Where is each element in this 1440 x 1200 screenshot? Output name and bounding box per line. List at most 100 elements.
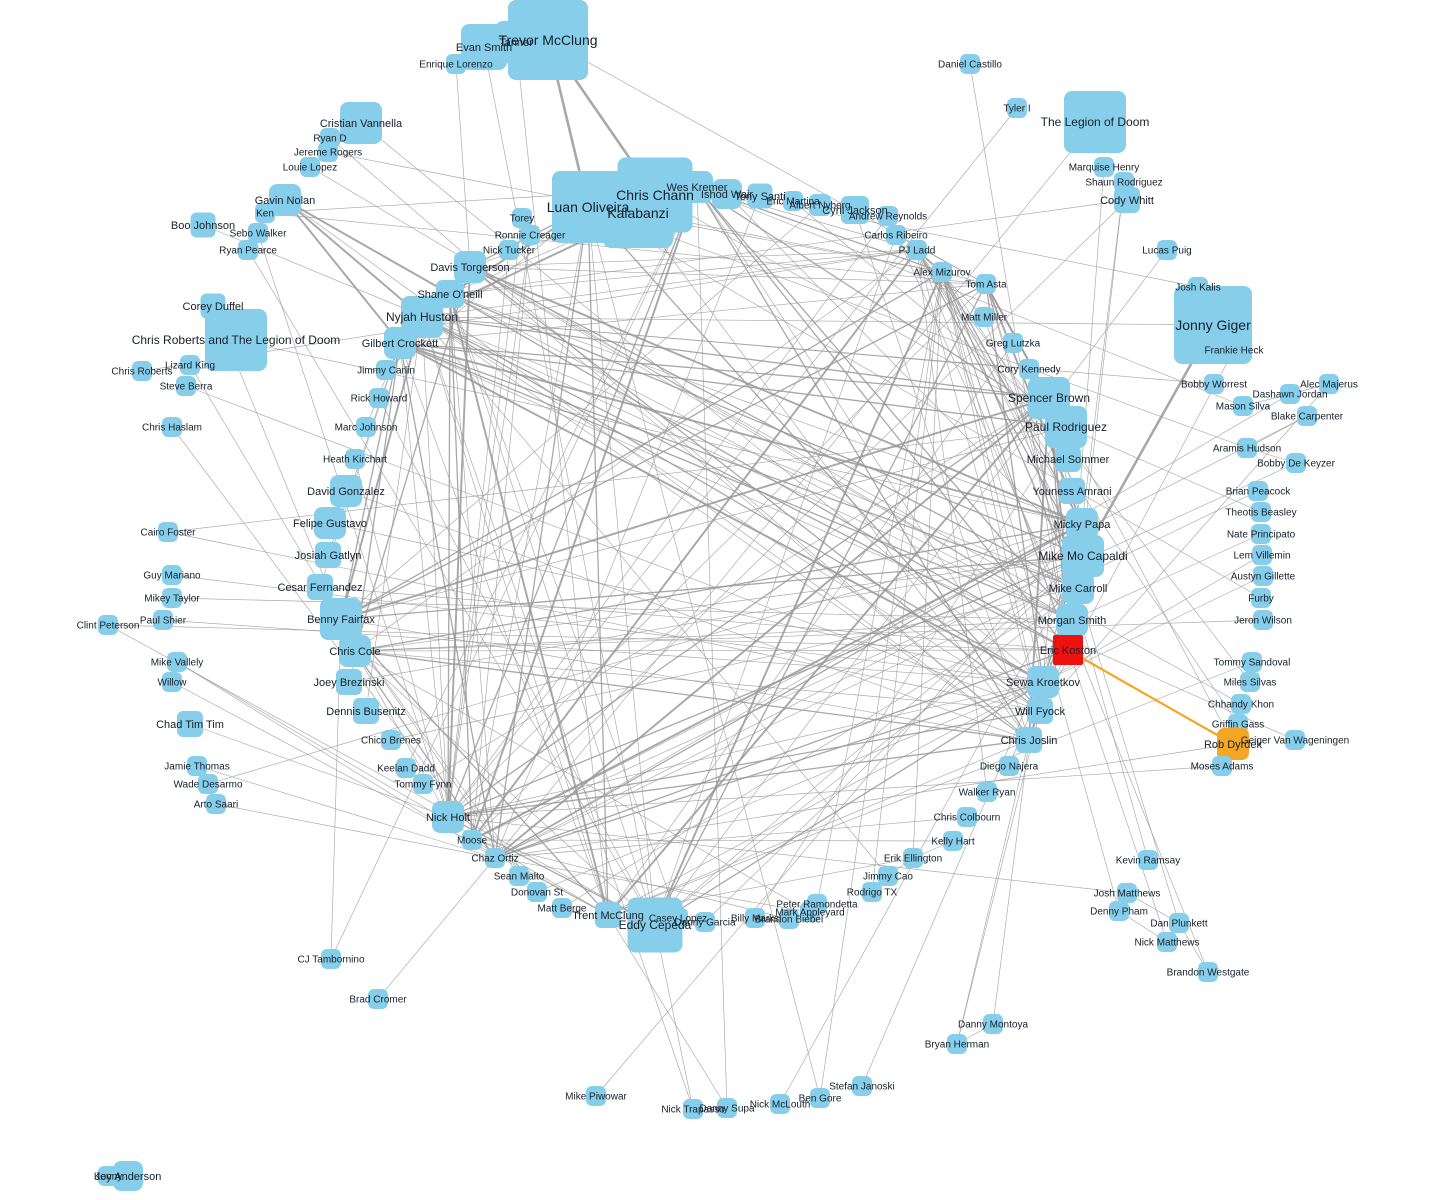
svg-text:Rick Howard: Rick Howard [351, 394, 408, 405]
svg-text:Chico Brenes: Chico Brenes [361, 736, 421, 747]
svg-text:Joy Anderson: Joy Anderson [95, 1171, 162, 1183]
svg-text:Jonny Giger: Jonny Giger [1175, 317, 1251, 333]
svg-text:Alex Mizurov: Alex Mizurov [913, 268, 970, 279]
svg-text:Shane O'neill: Shane O'neill [417, 289, 482, 301]
svg-text:Walker Ryan: Walker Ryan [959, 788, 1016, 799]
svg-text:Nick McLouth: Nick McLouth [750, 1100, 811, 1111]
svg-text:Tommy Sandoval: Tommy Sandoval [1214, 658, 1291, 669]
svg-text:Keelan Dadd: Keelan Dadd [377, 764, 435, 775]
svg-text:Shaun Rodriguez: Shaun Rodriguez [1085, 178, 1162, 189]
svg-text:Will Fyock: Will Fyock [1015, 706, 1066, 718]
svg-text:Steve Berra: Steve Berra [160, 382, 213, 393]
svg-text:Moses Adams: Moses Adams [1191, 762, 1254, 773]
svg-text:Lucas Puig: Lucas Puig [1142, 246, 1191, 257]
svg-text:Carlos Ribeiro: Carlos Ribeiro [864, 231, 928, 242]
svg-text:Morgan Smith: Morgan Smith [1038, 615, 1106, 627]
svg-text:Miles Silvas: Miles Silvas [1224, 678, 1277, 689]
svg-text:Mikey Taylor: Mikey Taylor [144, 594, 200, 605]
svg-text:Tyler I: Tyler I [1003, 104, 1030, 115]
svg-text:Cody Whitt: Cody Whitt [1100, 195, 1154, 207]
svg-text:Sebo Walker: Sebo Walker [230, 229, 288, 240]
svg-text:Davis Torgerson: Davis Torgerson [430, 262, 509, 274]
svg-text:Chris Haslam: Chris Haslam [142, 423, 202, 434]
svg-text:Griffin Gass: Griffin Gass [1212, 720, 1265, 731]
svg-text:Nyjah Huston: Nyjah Huston [386, 310, 458, 324]
svg-text:Louie Lopez: Louie Lopez [283, 163, 338, 174]
svg-text:Ryan D: Ryan D [313, 134, 346, 145]
svg-text:Paul Shier: Paul Shier [140, 616, 187, 627]
svg-text:Geiger Van Wageningen: Geiger Van Wageningen [1241, 736, 1349, 747]
svg-text:Eric Koston: Eric Koston [1040, 645, 1096, 657]
svg-text:Guy Mariano: Guy Mariano [143, 571, 201, 582]
svg-text:CJ Tambornino: CJ Tambornino [297, 955, 365, 966]
svg-text:Arto Saari: Arto Saari [194, 800, 238, 811]
svg-text:Mike Mo Capaldi: Mike Mo Capaldi [1038, 549, 1127, 563]
svg-text:Moose: Moose [457, 836, 487, 847]
svg-text:Diego Najera: Diego Najera [980, 762, 1039, 773]
svg-text:Sewa Kroetkov: Sewa Kroetkov [1006, 677, 1080, 689]
svg-text:Marquise Henry: Marquise Henry [1069, 163, 1140, 174]
svg-text:Heath Kirchart: Heath Kirchart [323, 455, 387, 466]
svg-text:Dashawn Jordan: Dashawn Jordan [1252, 390, 1327, 401]
svg-text:Ronnie Creager: Ronnie Creager [495, 231, 566, 242]
svg-text:Jereme Rogers: Jereme Rogers [294, 148, 362, 159]
svg-text:Cory Kennedy: Cory Kennedy [997, 365, 1060, 376]
svg-text:Jimmy Carlin: Jimmy Carlin [357, 366, 415, 377]
svg-text:Greg Lutzka: Greg Lutzka [986, 339, 1041, 350]
svg-text:Nick Tucker: Nick Tucker [483, 246, 536, 257]
svg-text:Erik Ellington: Erik Ellington [884, 854, 942, 865]
svg-text:Clint Peterson: Clint Peterson [77, 621, 140, 632]
svg-text:Billy Marks: Billy Marks [731, 914, 779, 925]
svg-text:Chris Cole: Chris Cole [329, 646, 380, 658]
svg-text:Benny Fairfax: Benny Fairfax [307, 614, 375, 626]
svg-text:Michael Sommer: Michael Sommer [1027, 454, 1110, 466]
svg-text:Donovan St: Donovan St [511, 888, 563, 899]
svg-text:PJ Ladd: PJ Ladd [899, 246, 936, 257]
svg-text:Kelly Hart: Kelly Hart [931, 837, 975, 848]
svg-text:Kalabanzi: Kalabanzi [607, 205, 669, 221]
svg-text:Chris Roberts: Chris Roberts [111, 367, 172, 378]
svg-text:Willow: Willow [158, 678, 188, 689]
svg-text:Danny Supa: Danny Supa [699, 1104, 754, 1115]
svg-text:Nate Principato: Nate Principato [1227, 530, 1296, 541]
svg-text:Denny Pham: Denny Pham [1090, 907, 1148, 918]
svg-text:Ryan Pearce: Ryan Pearce [219, 246, 277, 257]
svg-text:Jeron Wilson: Jeron Wilson [1234, 616, 1292, 627]
svg-text:Josh Kalis: Josh Kalis [1175, 283, 1221, 294]
svg-text:Furby: Furby [1248, 594, 1274, 605]
svg-text:Evan Smith: Evan Smith [456, 42, 512, 54]
svg-text:Cristian Vannella: Cristian Vannella [320, 118, 403, 130]
svg-text:Austyn Gillette: Austyn Gillette [1231, 572, 1296, 583]
svg-text:Mike Vallely: Mike Vallely [151, 658, 204, 669]
svg-text:Tom Asta: Tom Asta [965, 280, 1007, 291]
svg-text:Brad Cromer: Brad Cromer [349, 995, 407, 1006]
svg-text:Theotis Beasley: Theotis Beasley [1225, 508, 1296, 519]
svg-text:Frankie Heck: Frankie Heck [1205, 346, 1265, 357]
svg-text:Brandon Westgate: Brandon Westgate [1167, 968, 1250, 979]
svg-text:Jamie Thomas: Jamie Thomas [164, 762, 229, 773]
svg-text:Mike Piwowar: Mike Piwowar [565, 1092, 627, 1103]
svg-text:The Legion of Doom: The Legion of Doom [1041, 115, 1150, 129]
svg-text:Mike Carroll: Mike Carroll [1049, 583, 1108, 595]
svg-text:Dan Plunkett: Dan Plunkett [1150, 919, 1207, 930]
svg-text:Josh Matthews: Josh Matthews [1094, 889, 1161, 900]
svg-text:Marc Johnson: Marc Johnson [335, 423, 398, 434]
svg-text:Joey Brezinski: Joey Brezinski [314, 677, 385, 689]
svg-text:Spencer Brown: Spencer Brown [1008, 391, 1090, 405]
svg-text:Gavin Nolan: Gavin Nolan [255, 195, 316, 207]
svg-text:Chris Joslin: Chris Joslin [1001, 735, 1058, 747]
svg-text:Dennis Busenitz: Dennis Busenitz [326, 706, 406, 718]
svg-text:Tommy Fynn: Tommy Fynn [394, 780, 451, 791]
svg-text:Ken: Ken [256, 209, 274, 220]
svg-text:Chad Tim Tim: Chad Tim Tim [156, 719, 224, 731]
svg-text:Boo Johnson: Boo Johnson [171, 220, 235, 232]
svg-text:Daniel Castillo: Daniel Castillo [938, 60, 1002, 71]
svg-text:Mason Silva: Mason Silva [1216, 402, 1271, 413]
svg-text:Paul Rodriguez: Paul Rodriguez [1025, 420, 1107, 434]
svg-text:Felipe Gustavo: Felipe Gustavo [293, 518, 367, 530]
svg-text:Danny Garcia: Danny Garcia [674, 918, 736, 929]
svg-text:Kevin Ramsay: Kevin Ramsay [1116, 856, 1180, 867]
svg-text:Bryan Herman: Bryan Herman [925, 1040, 989, 1051]
svg-text:Chris Roberts and The Legion o: Chris Roberts and The Legion of Doom [132, 333, 341, 347]
svg-text:Wade Desarmo: Wade Desarmo [173, 780, 243, 791]
